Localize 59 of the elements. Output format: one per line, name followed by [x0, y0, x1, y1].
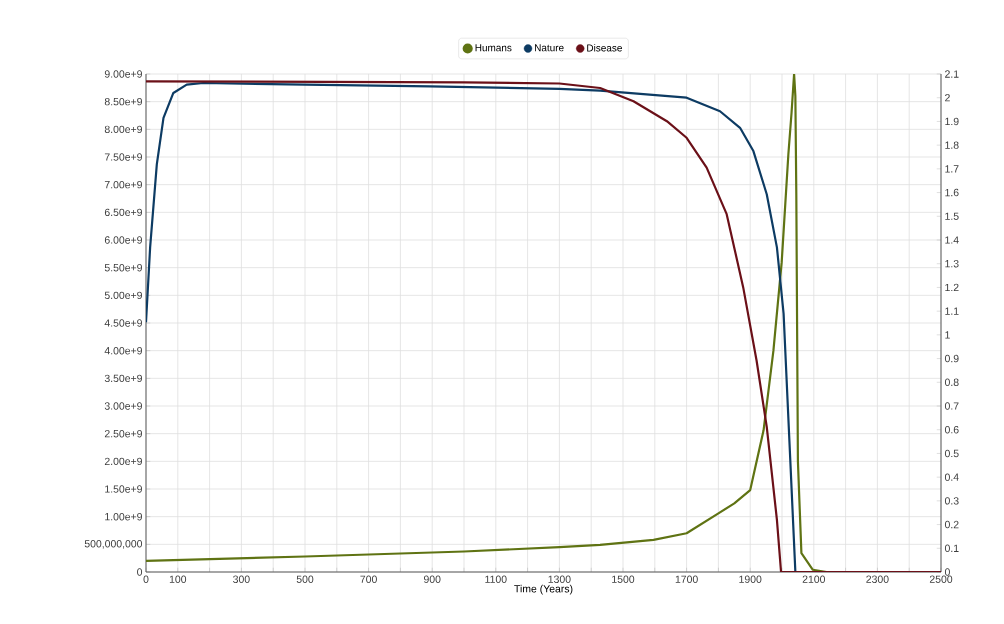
y2-tick-label: 1.4	[945, 236, 959, 244]
y2-tick-label: 1.6	[945, 188, 959, 197]
x-tick-label: 1300	[548, 575, 571, 583]
y-tick-label: 7.00e+9	[104, 180, 142, 189]
y-tick-label: 9.00e+9	[104, 70, 142, 78]
y2-tick-label: 1.1	[945, 307, 959, 315]
x-tick-label: 1100	[485, 575, 507, 583]
y2-tick-label: 0.7	[944, 402, 959, 410]
y2-tick-label: 0.2	[944, 520, 959, 529]
x-tick-label: 300	[233, 575, 250, 583]
y2-tick-label: 2	[945, 94, 950, 102]
y2-tick-label: 0.9	[944, 354, 959, 363]
y2-tick-label: 1.8	[945, 141, 959, 149]
y-tick-label: 8.00e+9	[104, 125, 142, 134]
x-tick-label: 2500	[929, 575, 953, 583]
x-tick-label: 2100	[802, 575, 826, 583]
x-tick-label: 500	[296, 575, 314, 583]
y-tick-label: 1.50e+9	[105, 485, 142, 493]
x-tick-label: 700	[360, 575, 377, 583]
y2-tick-label: 0.1	[944, 544, 959, 552]
y-tick-label: 4.50e+9	[104, 319, 142, 327]
x-tick-label: 1700	[675, 575, 698, 583]
y2-tick-label: 0.6	[944, 426, 959, 434]
x-tick-label: 1900	[739, 575, 762, 583]
y-tick-label: 6.50e+9	[104, 208, 142, 217]
y-tick-label: 1.00e+9	[105, 512, 142, 521]
x-tick-label: 0	[143, 575, 149, 583]
y-tick-label: 2.50e+9	[104, 429, 142, 438]
y2-tick-label: 1.2	[945, 283, 959, 292]
legend-label: Nature	[535, 44, 564, 52]
y-tick-label: 2.00e+9	[104, 457, 142, 466]
y-tick-label: 4.00e+9	[104, 346, 142, 355]
y2-tick-label: 2.1	[945, 70, 959, 78]
y2-tick-label: 0.4	[944, 473, 959, 481]
y-tick-label: 5.50e+9	[104, 263, 142, 272]
y2-tick-label: 1	[945, 331, 950, 339]
y-tick-label: 8.50e+9	[104, 97, 142, 106]
y-tick-label: 500,000,000	[84, 540, 143, 549]
x-tick-label: 100	[169, 575, 187, 583]
y-tick-label: 5.00e+9	[104, 291, 142, 300]
y2-tick-label: 1.5	[945, 212, 959, 220]
y2-tick-label: 0	[944, 568, 950, 576]
x-tick-label: 900	[423, 575, 441, 583]
legend-label: Disease	[587, 44, 622, 52]
x-tick-label: 1500	[612, 575, 635, 583]
y-tick-label: 7.50e+9	[104, 153, 142, 161]
y-tick-label: 3.50e+9	[104, 374, 142, 383]
y2-tick-label: 1.3	[945, 260, 959, 268]
y2-tick-label: 1.9	[945, 117, 959, 126]
y-tick-label: 6.00e+9	[104, 236, 142, 244]
y-tick-label: 3.00e+9	[104, 402, 142, 410]
y2-tick-label: 0.5	[944, 449, 959, 458]
y2-tick-label: 0.3	[944, 497, 959, 505]
x-tick-label: 2300	[866, 575, 889, 583]
legend-label: Humans	[475, 44, 512, 52]
y2-tick-label: 0.8	[944, 378, 959, 386]
y-tick-label: 0	[137, 568, 143, 576]
x-axis-title: Time (Years)	[514, 584, 573, 595]
y2-tick-label: 1.7	[945, 165, 959, 173]
